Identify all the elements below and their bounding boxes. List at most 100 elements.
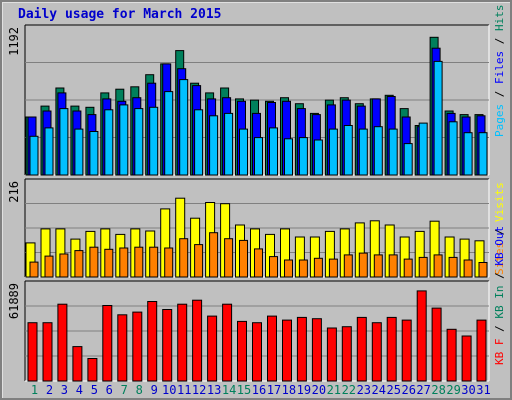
pages-bar — [239, 128, 248, 176]
day-label: 18 — [282, 383, 296, 397]
kbf-bar — [341, 326, 352, 382]
legend-pages: Pages — [493, 104, 506, 137]
day-label: 17 — [267, 383, 281, 397]
legend-separator: / — [493, 222, 506, 242]
kbf-bar — [27, 322, 38, 382]
pages-bar — [44, 127, 54, 176]
kbf-bar — [267, 315, 277, 382]
day-label: 20 — [312, 383, 326, 397]
legend-visits: Visits — [493, 182, 506, 222]
day-label: 7 — [121, 383, 128, 397]
sites-bar — [104, 248, 114, 278]
panel-1-legend: Pages / Files / Hits — [493, 5, 506, 138]
sites-bar — [89, 246, 99, 278]
sites-bar — [149, 246, 159, 278]
legend-kb-out: KB Out — [493, 226, 506, 266]
day-label: 25 — [386, 383, 400, 397]
day-label: 26 — [401, 383, 415, 397]
day-label: 16 — [252, 383, 266, 397]
kbf-bar — [102, 305, 113, 382]
sites-bar — [403, 258, 413, 278]
kbf-bar — [177, 303, 188, 382]
pages-bar — [74, 128, 84, 176]
kbf-bar — [386, 316, 397, 382]
pages-bar — [194, 109, 204, 176]
panel-3-ymax-label: 61889 — [7, 283, 21, 319]
pages-bar — [478, 132, 488, 176]
sites-bar — [433, 254, 443, 278]
pages-bar — [373, 126, 383, 176]
panel-2-legend: Sites / Visits — [493, 182, 506, 275]
legend-files: Files — [493, 51, 506, 84]
day-label: 9 — [151, 383, 158, 397]
pages-bar — [209, 115, 219, 176]
sites-bar — [74, 250, 84, 278]
sites-bar — [59, 253, 69, 278]
sites-bar — [358, 252, 368, 278]
day-label: 11 — [177, 383, 191, 397]
kbf-bar — [57, 303, 68, 382]
pages-bar — [29, 135, 39, 176]
kbf-bar — [207, 315, 218, 382]
day-label: 15 — [237, 383, 251, 397]
kbf-bar — [311, 318, 322, 382]
legend-hits: Hits — [493, 5, 506, 32]
pages-bar — [284, 138, 293, 176]
pages-bar — [164, 91, 174, 176]
sites-bar — [254, 248, 263, 278]
day-label: 8 — [136, 383, 143, 397]
pages-bar — [313, 139, 323, 176]
pages-bar — [463, 132, 473, 176]
pages-bar — [418, 122, 428, 176]
sites-bar — [269, 256, 278, 278]
pages-bar — [89, 131, 99, 176]
day-label: 31 — [476, 383, 490, 397]
kbf-bar — [252, 322, 262, 382]
day-label: 23 — [357, 383, 371, 397]
kbf-bar — [87, 358, 98, 382]
kbf-bar — [446, 328, 457, 382]
day-label: 2 — [46, 383, 53, 397]
pages-bar — [298, 137, 308, 176]
legend-separator: / — [493, 319, 506, 339]
legend-separator: / — [493, 266, 506, 286]
sites-bar — [448, 256, 458, 278]
sites-bar — [298, 259, 308, 278]
kbf-bar — [162, 309, 173, 382]
sites-bar — [284, 259, 293, 278]
panel-3-legend: KB F / KB In / KB Out — [493, 226, 506, 365]
legend-kb-f: KB F — [493, 339, 506, 366]
kbf-bar — [192, 299, 203, 382]
kbf-bar — [431, 307, 442, 382]
legend-kb-in: KB In — [493, 286, 506, 319]
kbf-bar — [401, 319, 412, 382]
day-label: 14 — [222, 383, 236, 397]
kbf-bar — [476, 319, 487, 382]
sites-bar — [328, 258, 338, 278]
legend-separator: / — [493, 84, 506, 104]
sites-bar — [194, 244, 204, 278]
pages-bar — [149, 106, 159, 176]
pages-bar — [403, 143, 413, 176]
day-label: 5 — [91, 383, 98, 397]
sites-bar — [418, 256, 428, 278]
day-label: 27 — [416, 383, 430, 397]
pages-bar — [104, 109, 114, 176]
kbf-bar — [222, 303, 233, 382]
day-label: 30 — [461, 383, 475, 397]
sites-bar — [478, 262, 488, 278]
sites-bar — [134, 246, 144, 278]
day-label: 4 — [76, 383, 83, 397]
sites-bar — [373, 254, 383, 278]
sites-bar — [343, 254, 353, 278]
pages-bar — [358, 128, 368, 176]
kbf-bar — [147, 301, 158, 382]
day-label: 1 — [31, 383, 38, 397]
pages-bar — [224, 112, 234, 176]
kbf-bar — [117, 314, 128, 382]
kbf-bar — [416, 290, 427, 382]
sites-bar — [179, 238, 189, 278]
panel-2-ymax-label: 216 — [7, 181, 21, 203]
legend-sites: Sites — [493, 242, 506, 275]
